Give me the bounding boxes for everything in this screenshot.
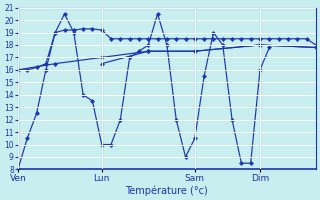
X-axis label: Température (°c): Température (°c) bbox=[125, 185, 208, 196]
